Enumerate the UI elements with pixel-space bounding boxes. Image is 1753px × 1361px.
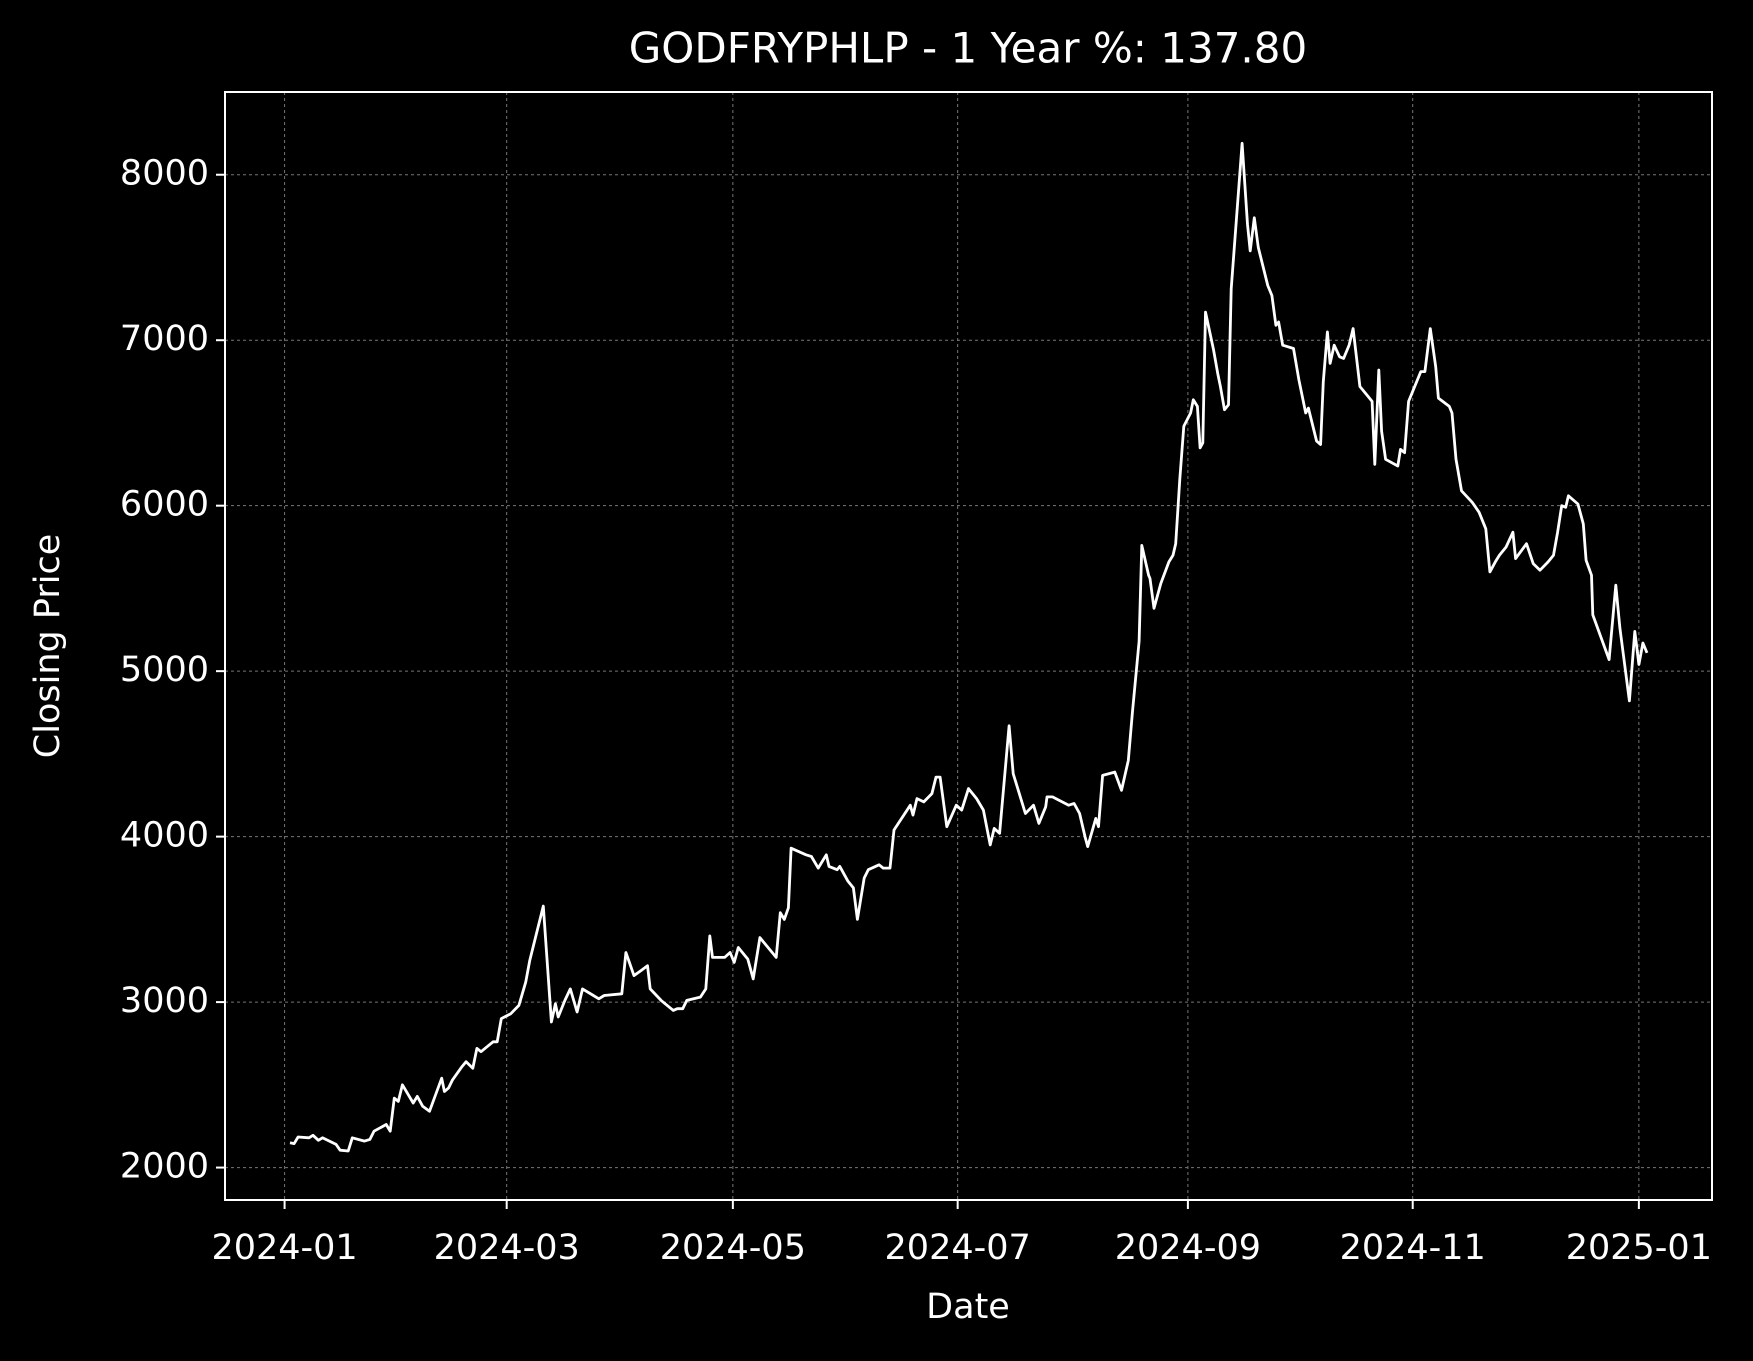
x-tick-label: 2024-05 <box>660 1228 806 1268</box>
chart-title: GODFRYPHLP - 1 Year %: 137.80 <box>629 24 1307 73</box>
y-tick-label: 7000 <box>120 319 209 359</box>
y-axis-label: Closing Price <box>28 534 68 758</box>
x-tick-label: 2024-09 <box>1115 1228 1261 1268</box>
x-tick-label: 2024-11 <box>1340 1228 1486 1268</box>
y-tick-label: 3000 <box>120 981 209 1021</box>
y-tick-label: 4000 <box>120 816 209 856</box>
y-tick-label: 2000 <box>120 1147 209 1187</box>
y-tick-label: 8000 <box>120 154 209 194</box>
x-tick-label: 2024-01 <box>211 1228 357 1268</box>
price-line <box>289 141 1649 1153</box>
y-tick-label: 5000 <box>120 650 209 690</box>
x-tick-label: 2025-01 <box>1566 1228 1712 1268</box>
x-tick-label: 2024-07 <box>885 1228 1031 1268</box>
y-tick-label: 6000 <box>120 485 209 525</box>
x-axis-label: Date <box>926 1287 1010 1327</box>
plot-frame <box>224 91 1713 1201</box>
x-tick-label: 2024-03 <box>434 1228 580 1268</box>
